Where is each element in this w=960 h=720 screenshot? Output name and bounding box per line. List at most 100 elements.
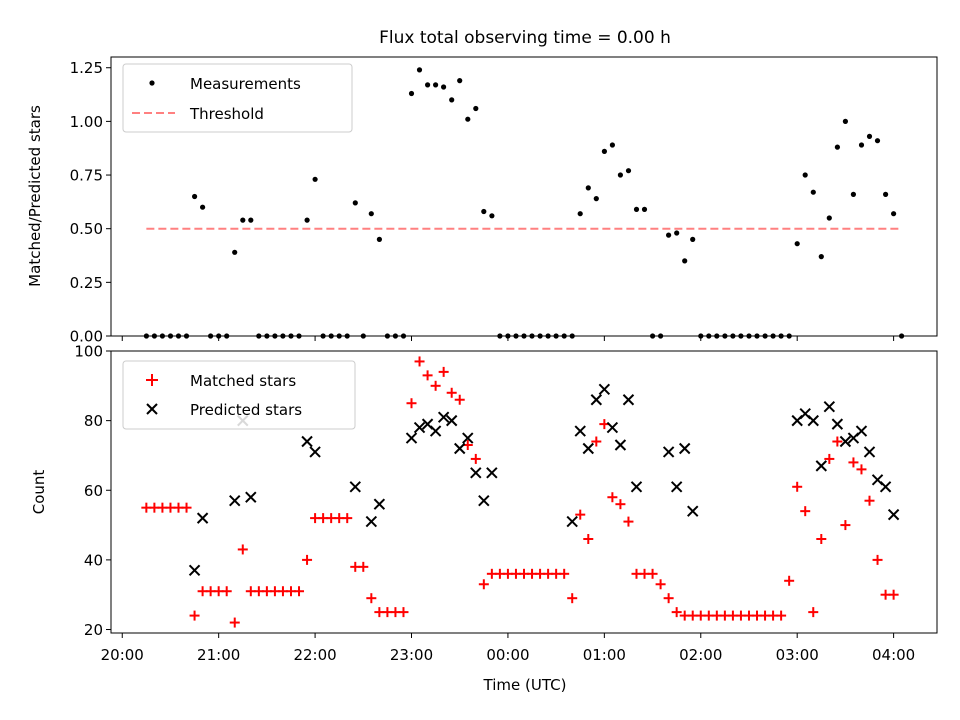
predicted-star-point — [582, 442, 594, 455]
matched-star-point — [583, 534, 594, 544]
measurement-point — [312, 176, 318, 182]
measurement-point — [489, 213, 495, 219]
predicted-star-point — [823, 400, 836, 413]
bottom-y-tick-label: 100 — [74, 343, 103, 361]
matched-star-point — [221, 586, 232, 597]
top-y-tick-label: 0.00 — [70, 328, 103, 346]
matched-star-point — [406, 398, 417, 409]
measurement-point — [682, 258, 688, 264]
predicted-star-point — [590, 394, 603, 406]
top-legend: Measurements Threshold — [122, 63, 353, 133]
matched-star-point — [181, 502, 192, 513]
matched-star-point — [663, 593, 674, 604]
measurement-point — [794, 241, 800, 247]
legend-matched-marker — [146, 374, 158, 386]
measurement-point — [810, 189, 816, 195]
top-y-tick-label: 0.50 — [70, 220, 103, 238]
bottom-plot-area: 20 40 60 80 100 20:00 21:00 22:00 23:00 00:00 01:0… — [74, 343, 938, 664]
matched-star-point — [414, 356, 425, 367]
predicted-star-point — [486, 467, 498, 479]
bottom-x-tick-label: 21:00 — [197, 646, 240, 664]
predicted-star-point — [196, 512, 209, 524]
measurement-point — [304, 217, 310, 223]
bottom-x-tick-label: 00:00 — [486, 646, 529, 664]
matched-star-point — [615, 499, 626, 510]
matched-star-point — [776, 610, 787, 621]
measurement-point — [850, 191, 857, 197]
matched-star-point — [872, 554, 883, 565]
predicted-star-point — [309, 446, 321, 458]
predicted-star-point — [662, 446, 675, 458]
predicted-star-point — [614, 439, 627, 451]
predicted-star-point — [839, 435, 852, 448]
matched-star-point — [864, 495, 875, 506]
bottom-x-tick-label: 03:00 — [776, 646, 819, 664]
predicted-star-point — [687, 505, 699, 517]
bottom-y-tick-label: 80 — [84, 412, 103, 430]
predicted-star-point — [622, 394, 635, 406]
predicted-star-point — [373, 498, 386, 510]
predicted-star-point — [863, 446, 876, 458]
measurement-point — [641, 206, 648, 212]
matched-star-point — [302, 554, 313, 565]
matched-star-point — [559, 568, 570, 579]
predicted-star-point — [574, 425, 586, 437]
measurement-point — [441, 84, 447, 90]
measurement-point — [866, 133, 873, 139]
legend-predicted-marker — [146, 403, 158, 415]
predicted-star-point — [598, 383, 611, 396]
measurement-point — [690, 236, 696, 242]
matched-star-point — [655, 579, 666, 590]
measurement-point — [368, 211, 374, 217]
matched-star-point — [671, 607, 682, 618]
measurement-point — [232, 249, 238, 255]
measurement-point — [248, 217, 254, 223]
measurement-point — [200, 204, 206, 210]
matched-star-point — [792, 481, 803, 492]
matched-star-point — [189, 610, 200, 621]
top-chart-title: Flux total observing time = 0.00 h — [379, 28, 671, 48]
measurement-point — [818, 254, 824, 260]
bottom-legend: Matched stars Predicted stars — [122, 360, 356, 430]
matched-star-point — [840, 520, 851, 531]
predicted-star-point — [815, 460, 828, 472]
matched-star-point — [832, 436, 843, 447]
legend-measurements-marker — [149, 80, 155, 86]
bottom-x-tick-label: 01:00 — [583, 646, 626, 664]
matched-star-point — [430, 380, 441, 391]
matched-star-point — [816, 534, 827, 544]
measurement-point — [874, 138, 881, 144]
predicted-star-point — [478, 494, 490, 507]
bottom-x-tick-label: 04:00 — [872, 646, 915, 664]
matched-star-point — [784, 575, 795, 586]
measurement-point — [666, 232, 672, 238]
matched-star-point — [575, 509, 586, 520]
predicted-star-point — [879, 481, 892, 493]
measurement-point — [473, 105, 479, 112]
matched-star-point — [848, 457, 859, 468]
measurement-point — [449, 97, 455, 103]
predicted-star-point — [301, 435, 313, 448]
measurement-point — [617, 172, 624, 178]
bottom-x-axis-label: Time (UTC) — [483, 676, 567, 694]
matched-star-point — [446, 387, 457, 398]
predicted-star-point — [831, 418, 844, 430]
predicted-star-point — [454, 442, 466, 455]
predicted-star-point — [229, 494, 241, 507]
measurement-point — [834, 144, 841, 150]
predicted-star-point — [855, 425, 868, 437]
predicted-star-point — [413, 421, 426, 434]
matched-star-point — [478, 579, 489, 590]
predicted-star-point — [405, 432, 418, 444]
predicted-star-point — [670, 481, 683, 493]
predicted-star-point — [429, 425, 442, 437]
predicted-star-point — [437, 411, 450, 423]
measurement-point — [609, 142, 616, 148]
measurement-point — [192, 193, 198, 200]
matched-star-point — [422, 370, 433, 381]
bottom-y-axis-label: Count — [30, 470, 48, 515]
predicted-star-point — [887, 508, 900, 521]
measurement-point — [433, 82, 439, 88]
top-legend-frame — [122, 63, 353, 133]
measurement-point — [674, 230, 680, 236]
